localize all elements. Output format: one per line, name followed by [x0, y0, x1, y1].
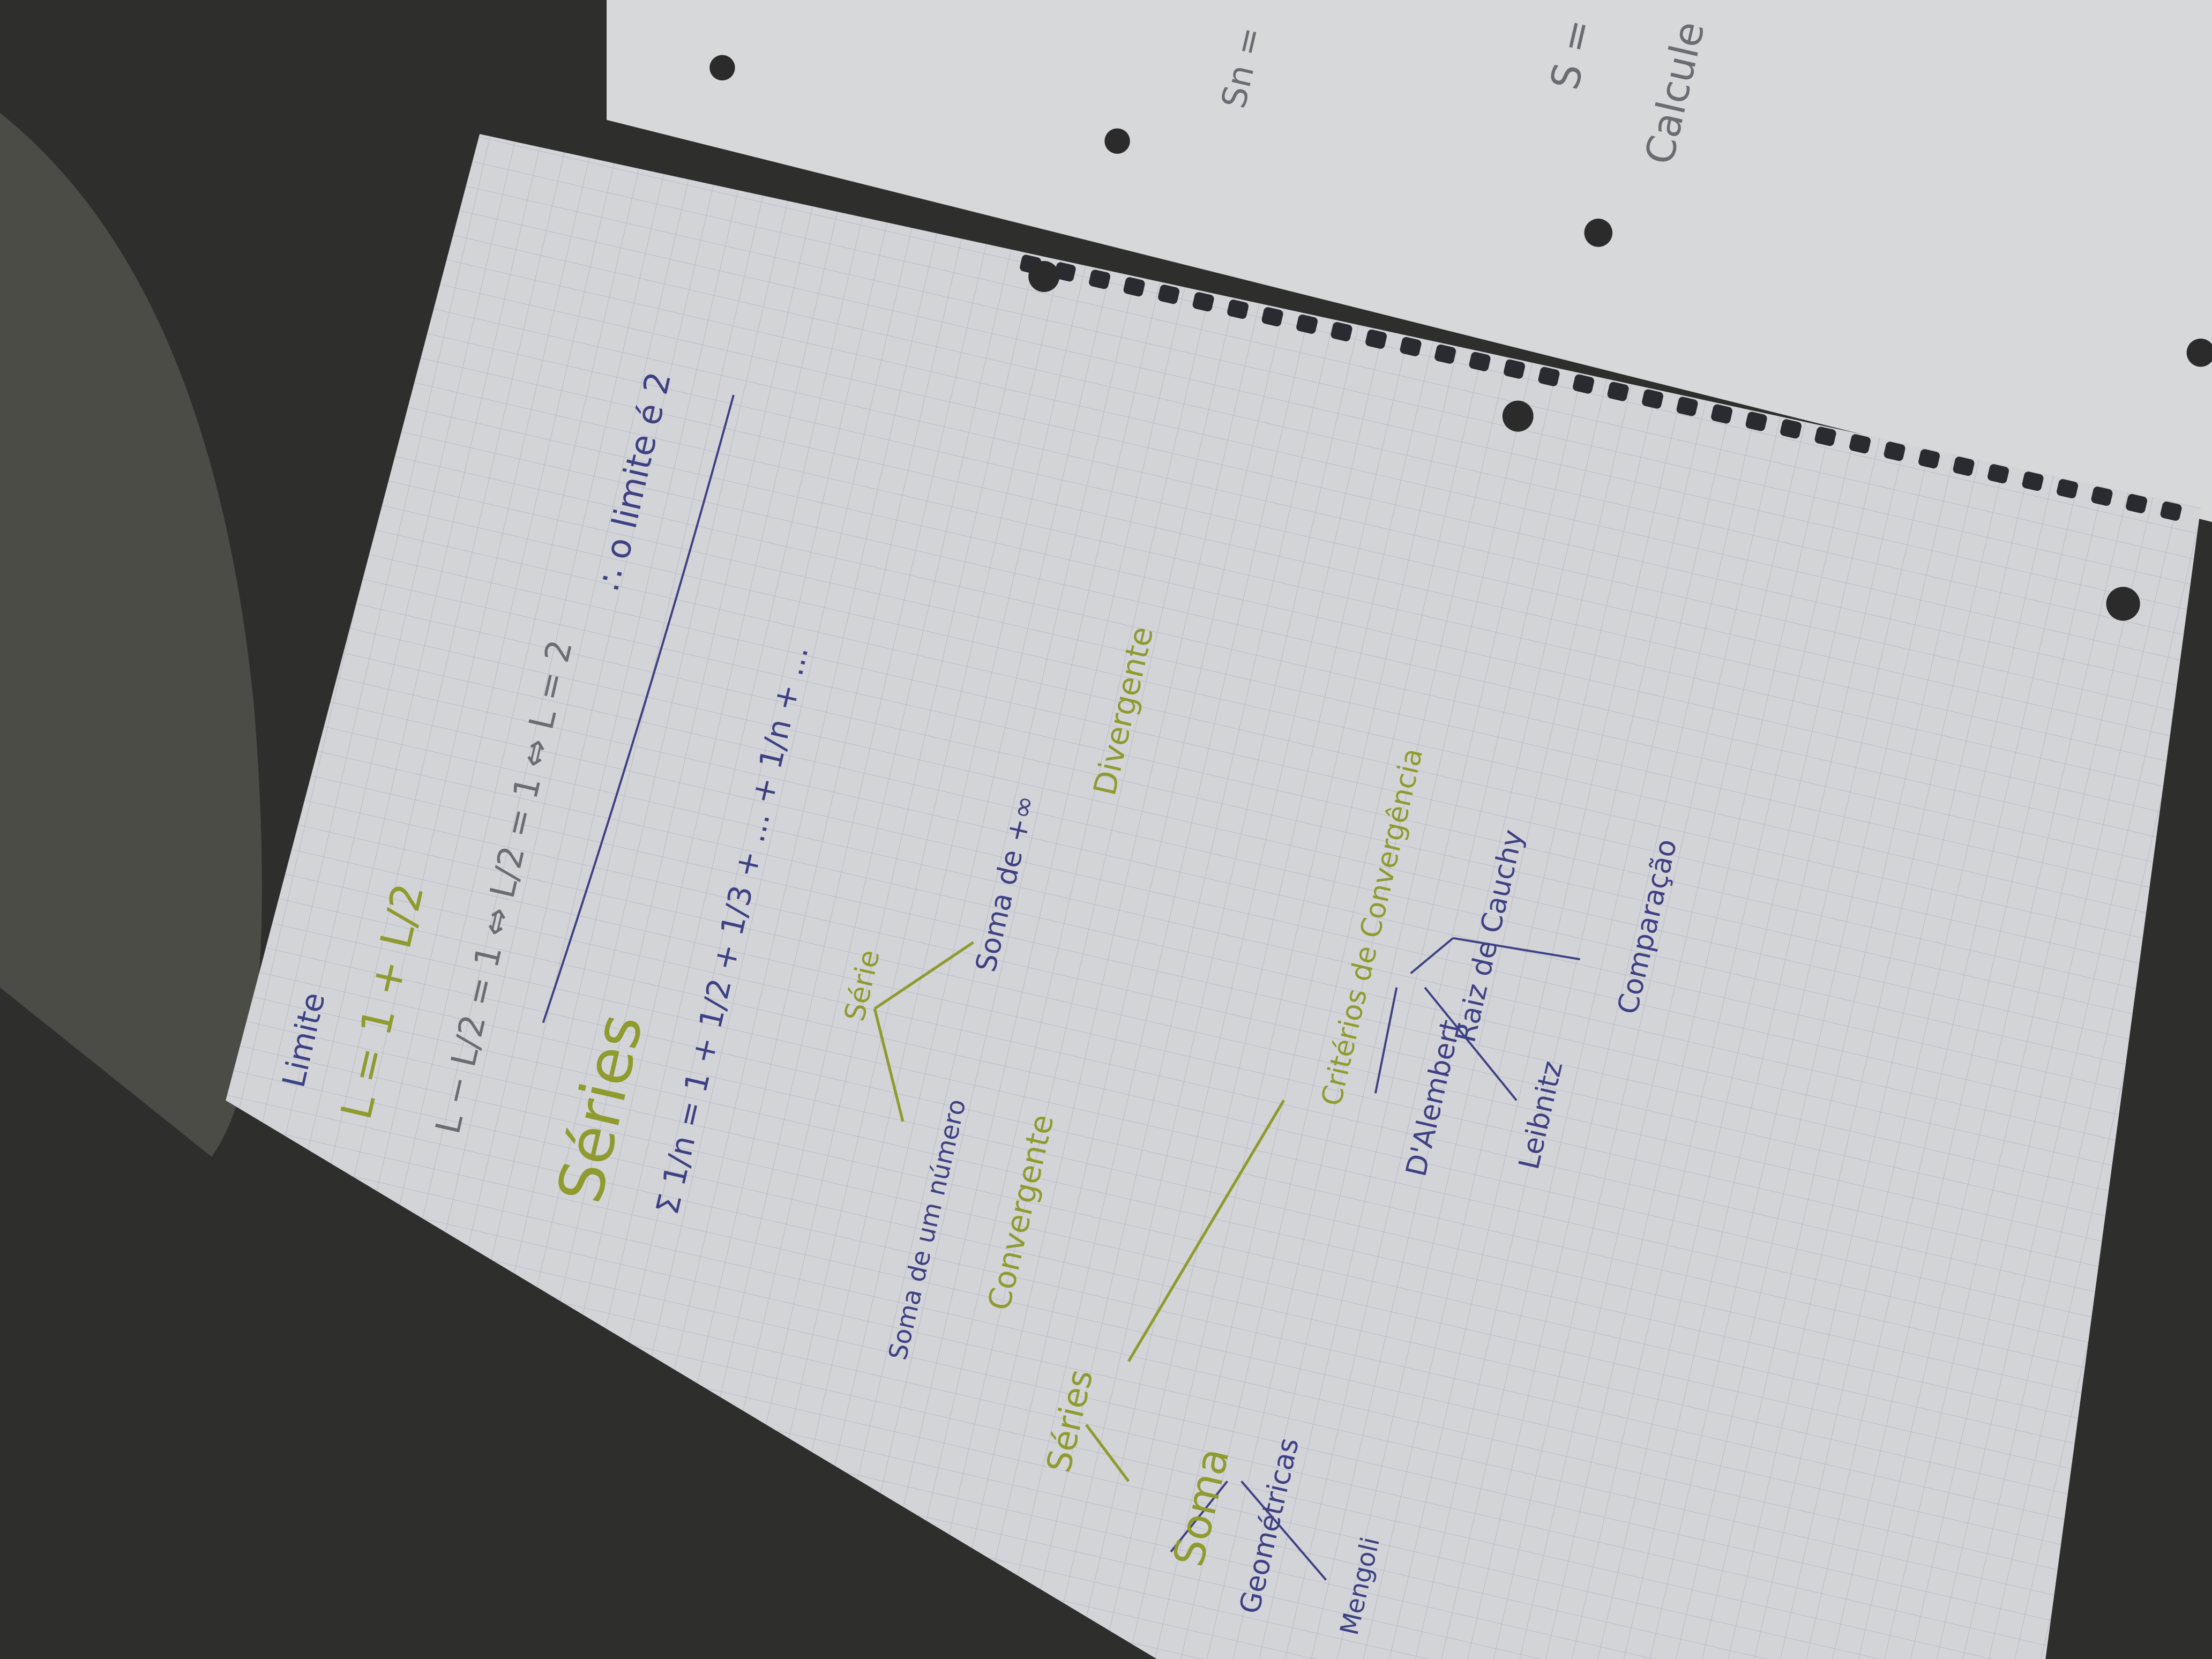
spiral-ring	[1400, 337, 1422, 356]
spiral-ring	[1158, 285, 1180, 304]
spiral-ring	[1331, 322, 1352, 341]
spiral-ring	[1123, 277, 1145, 297]
spiral-ring	[1089, 270, 1111, 289]
arrows-blue	[1170, 937, 1580, 1581]
spiral-ring	[1987, 464, 2009, 484]
spiral-ring	[1711, 404, 1733, 424]
spiral-ring	[2160, 501, 2182, 521]
spiral-ring	[1192, 292, 1214, 312]
spiral-ring	[1469, 352, 1491, 371]
spiral-ring	[1780, 419, 1802, 439]
spiral-ring	[2022, 472, 2044, 491]
spiral-ring	[1918, 449, 1940, 469]
spiral-ring	[1953, 457, 1975, 476]
spiral-ring	[1676, 397, 1698, 416]
spiral-ring	[2057, 479, 2079, 498]
spiral-ring	[1538, 367, 1560, 386]
divider	[542, 394, 735, 1023]
spiral-ring	[1607, 382, 1629, 401]
spiral-ring	[2126, 494, 2148, 513]
spiral-ring	[2091, 486, 2113, 506]
spiral-ring	[1849, 434, 1871, 454]
spiral-ring	[1227, 300, 1249, 319]
spiral-ring	[1365, 329, 1387, 349]
spiral-ring	[1884, 442, 1905, 461]
sleeve	[0, 113, 262, 1157]
spiral-ring	[1054, 262, 1076, 282]
spiral-ring	[1296, 315, 1318, 334]
holes	[709, 55, 2212, 621]
arrows	[873, 941, 1285, 1482]
spiral	[1020, 255, 2182, 521]
spiral-ring	[1504, 359, 1526, 379]
spiral-ring	[1434, 344, 1456, 364]
back-page	[607, 0, 2212, 522]
spiral-ring	[1642, 389, 1664, 409]
spiral-ring	[1261, 307, 1283, 327]
spiral-ring	[1573, 374, 1595, 394]
spiral-ring	[1814, 427, 1836, 446]
spiral-ring	[1745, 412, 1767, 431]
